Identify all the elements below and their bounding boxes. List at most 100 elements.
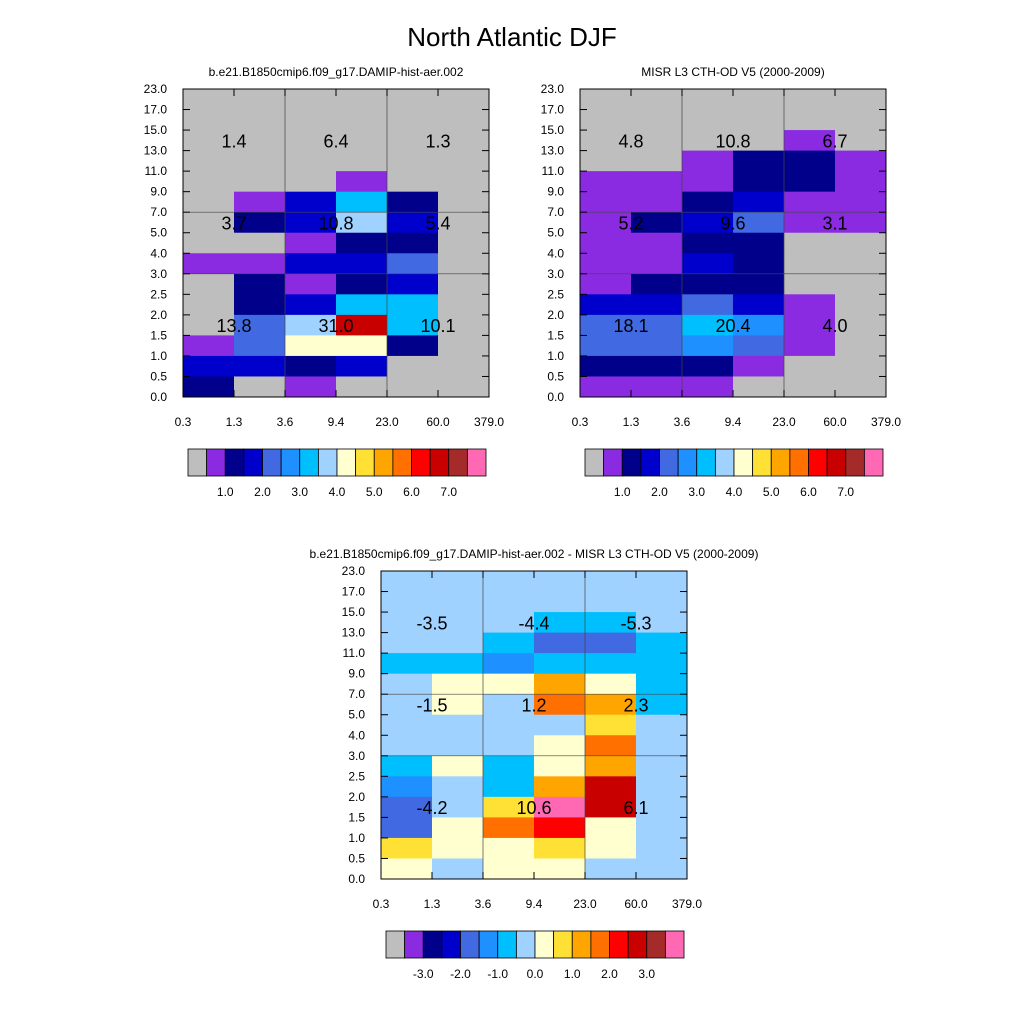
heatmap-cell (631, 150, 683, 172)
y-tick-label: 3.0 (150, 267, 167, 281)
heatmap-cell (733, 314, 785, 336)
heatmap-cell (234, 355, 286, 377)
heatmap-cell (483, 673, 535, 695)
heatmap-cell (835, 212, 887, 234)
heatmap-cell (336, 253, 388, 275)
colorbar-swatch (317, 448, 338, 477)
heatmap-cell (387, 109, 439, 131)
heatmap-cell (336, 314, 388, 336)
heatmap-cell (285, 212, 337, 234)
heatmap-cell (438, 253, 490, 275)
heatmap-cell (682, 109, 734, 131)
heatmap-cell (438, 89, 490, 111)
heatmap-cell (381, 735, 433, 757)
colorbar-swatch (280, 448, 301, 477)
heatmap-cell (432, 673, 484, 695)
heatmap-cell (432, 653, 484, 675)
y-tick-label: 23.0 (541, 82, 565, 96)
heatmap-cell (784, 294, 836, 316)
heatmap-cell (631, 273, 683, 295)
heatmap-cell (585, 755, 637, 777)
heatmap-cell (336, 294, 388, 316)
colorbar-label: 6.0 (403, 485, 420, 499)
heatmap-cell (534, 632, 586, 654)
cell-annotation: 10.8 (715, 131, 750, 151)
heatmap-cell (285, 109, 337, 131)
heatmap-cell (580, 335, 632, 357)
colorbar-label: -3.0 (413, 967, 434, 981)
heatmap-cell (336, 335, 388, 357)
y-tick-label: 15.0 (144, 123, 168, 137)
heatmap-cell (636, 694, 688, 716)
heatmap-cell (682, 294, 734, 316)
colorbar-label: 4.0 (329, 485, 346, 499)
colorbar-swatch (299, 448, 319, 477)
y-tick-label: 11.0 (542, 164, 565, 178)
heatmap-cell (387, 130, 439, 152)
x-tick-label: 1.3 (226, 415, 243, 429)
heatmap-cell (336, 109, 388, 131)
heatmap-cell (585, 612, 637, 634)
heatmap-cell (381, 653, 433, 675)
heatmap-cell (580, 89, 632, 111)
cell-annotation: 18.1 (613, 316, 648, 336)
heatmap-cell (636, 612, 688, 634)
heatmap-cell (631, 232, 683, 254)
heatmap-cell (631, 335, 683, 357)
heatmap-cell (534, 612, 586, 634)
heatmap-cell (381, 571, 433, 593)
heatmap-cell (381, 673, 433, 695)
heatmap-cell (381, 776, 433, 798)
heatmap-panel-2: MISR L3 CTH-OD V5 (2000-2009) 0.0 0.5 1.0 1.… (541, 65, 902, 429)
heatmap-cell (636, 632, 688, 654)
heatmap-cell (483, 735, 535, 757)
colorbar-3: -3.0 -2.0 -1.0 0.0 1.0 2.0 3.0 (385, 930, 685, 981)
heatmap-cell (682, 191, 734, 213)
heatmap-cell (682, 212, 734, 234)
cell-annotation: 5.2 (618, 213, 643, 233)
heatmap-cell (387, 355, 439, 377)
heatmap-cell (534, 776, 586, 798)
y-tick-label: 9.0 (348, 667, 365, 681)
heatmap-cell (183, 89, 235, 111)
heatmap-cell (438, 191, 490, 213)
y-tick-label: 2.5 (348, 769, 365, 783)
heatmap-cell (432, 571, 484, 593)
y-tick-label: 1.0 (348, 831, 365, 845)
heatmap-cell (432, 796, 484, 818)
heatmap-cell (483, 694, 535, 716)
heatmap-cell (381, 591, 433, 613)
y-tick-label: 4.0 (150, 246, 167, 260)
heatmap-cell (387, 89, 439, 111)
heatmap-cell (585, 796, 637, 818)
heatmap-cell (835, 314, 887, 336)
colorbar-swatch (584, 448, 605, 477)
y-tick-label: 7.0 (348, 687, 365, 701)
heatmap-cell (636, 858, 688, 880)
heatmap-cell (733, 253, 785, 275)
heatmap-cell (438, 150, 490, 172)
heatmap-cell (585, 735, 637, 757)
heatmap-cell (285, 232, 337, 254)
cell-annotation: 2.3 (623, 695, 648, 715)
colorbar-swatch (696, 448, 716, 477)
x-tick-label: 23.0 (772, 415, 796, 429)
colorbar-swatch (448, 448, 468, 477)
colorbar-label: 6.0 (800, 485, 817, 499)
y-tick-label: 2.5 (547, 287, 564, 301)
colorbar-label: 0.0 (527, 967, 544, 981)
y-tick-label: 17.0 (144, 103, 168, 117)
heatmap-cell (636, 714, 688, 736)
heatmap-cell (784, 191, 836, 213)
cell-annotation: -3.5 (416, 613, 447, 633)
heatmap-cell (234, 212, 286, 234)
heatmap-cell (835, 109, 887, 131)
colorbar-label: 2.0 (601, 967, 618, 981)
heatmap-cell (381, 858, 433, 880)
heatmap-cell (534, 571, 586, 593)
colorbar-swatch (385, 930, 406, 959)
x-tick-label: 379.0 (474, 415, 504, 429)
heatmap-cell (835, 150, 887, 172)
heatmap-cell (381, 837, 433, 859)
colorbar-label: 1.0 (614, 485, 631, 499)
